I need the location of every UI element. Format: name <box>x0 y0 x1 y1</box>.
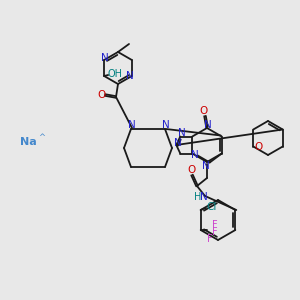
Text: N: N <box>128 120 136 130</box>
Text: O: O <box>97 90 105 100</box>
Text: Na: Na <box>20 137 36 147</box>
Text: N: N <box>174 138 182 148</box>
Text: N: N <box>126 71 134 81</box>
Text: F: F <box>212 220 218 230</box>
Text: F: F <box>207 234 212 244</box>
Text: ^: ^ <box>38 134 46 142</box>
Text: OH: OH <box>108 69 123 79</box>
Text: F: F <box>212 227 218 237</box>
Text: O: O <box>200 106 208 116</box>
Text: O: O <box>187 165 195 175</box>
Text: N: N <box>202 161 210 171</box>
Text: Cl: Cl <box>206 202 217 212</box>
Text: N: N <box>101 53 109 63</box>
Text: O: O <box>254 142 262 152</box>
Text: N: N <box>178 128 186 139</box>
Text: N: N <box>204 120 212 130</box>
Text: H: H <box>194 192 202 202</box>
Text: N: N <box>200 192 208 202</box>
Text: N: N <box>162 120 170 130</box>
Text: N: N <box>191 151 199 160</box>
